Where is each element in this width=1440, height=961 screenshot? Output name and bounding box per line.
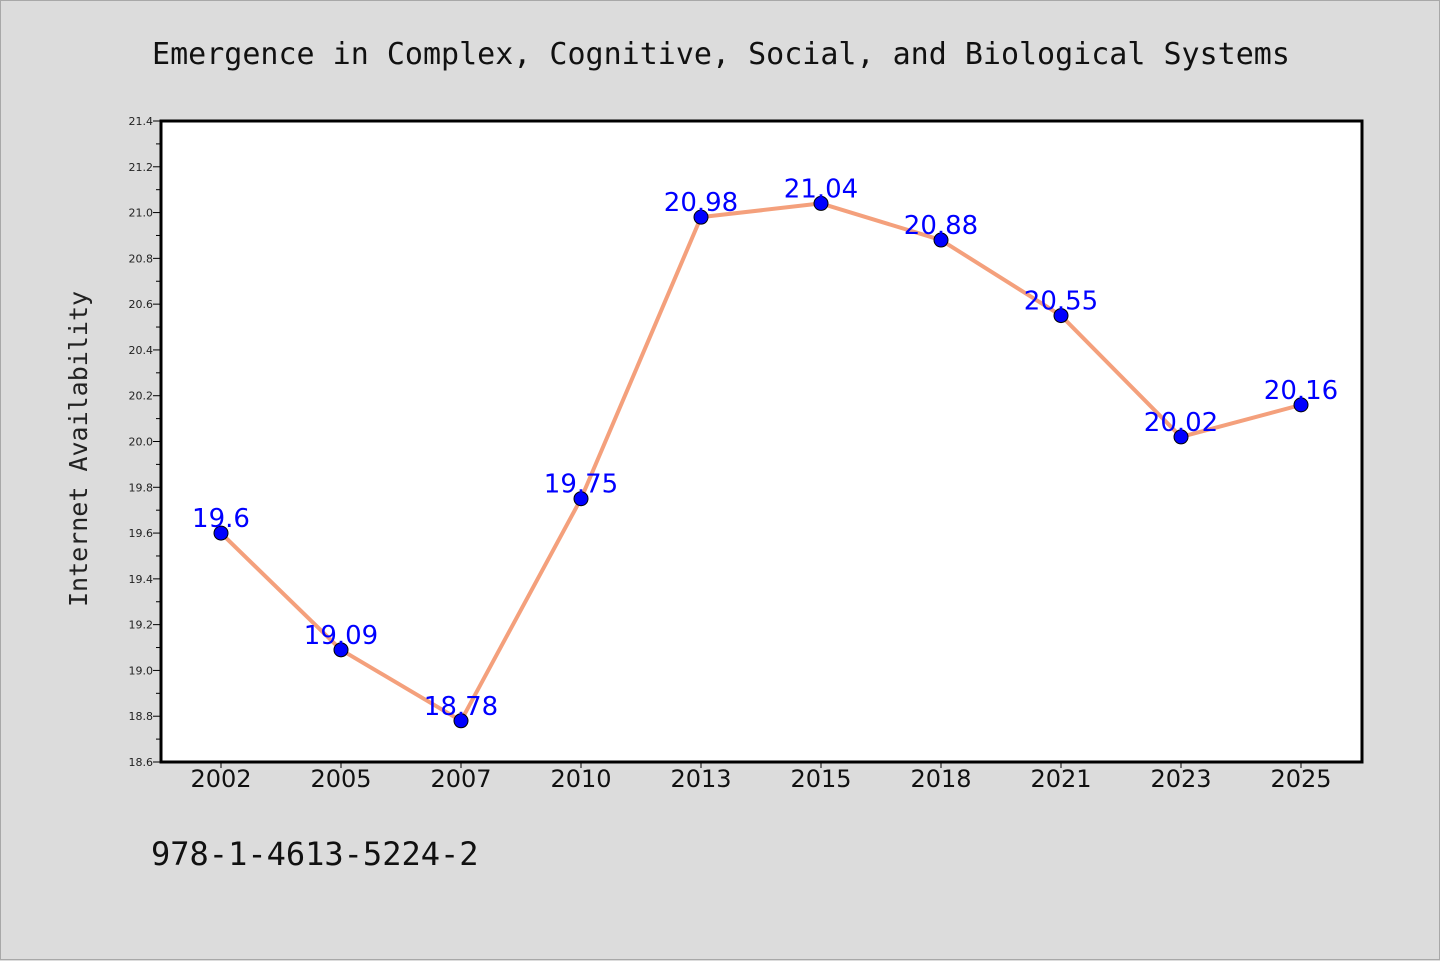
x-tick-label: 2021	[1030, 765, 1091, 793]
data-point-marker	[1293, 397, 1309, 413]
y-tick-label: 19.4	[129, 573, 154, 586]
data-label: 21.04	[784, 174, 858, 204]
data-point-marker	[1173, 429, 1189, 445]
data-label: 18.78	[424, 692, 498, 722]
data-point-marker	[573, 491, 589, 507]
data-label: 20.16	[1264, 376, 1338, 406]
data-label: 20.55	[1024, 287, 1098, 317]
y-tick-label: 21.4	[129, 115, 154, 128]
data-point-marker	[813, 195, 829, 211]
x-tick-label: 2015	[790, 765, 851, 793]
data-labels: 19.6 19.09 18.78 19.75 20.98 21.04 20.88 20.55 2…	[192, 174, 1338, 721]
y-tick-label: 19.6	[129, 527, 154, 540]
x-tick-label: 2025	[1270, 765, 1331, 793]
y-tick-label: 21.0	[129, 207, 154, 220]
data-label: 19.09	[304, 621, 378, 651]
data-point-marker	[453, 713, 469, 729]
x-tick-label: 2010	[550, 765, 611, 793]
data-label: 20.88	[904, 211, 978, 241]
data-point-marker	[213, 525, 229, 541]
data-point-marker	[1053, 308, 1069, 324]
y-tick-label: 19.0	[129, 664, 154, 677]
x-tick-label: 2007	[430, 765, 491, 793]
y-axis-ticks: 18.6 18.8 19.0 19.2 19.4 19.6 19.8 20.0 20.2 20.4…	[129, 115, 161, 769]
y-tick-label: 19.8	[129, 481, 154, 494]
data-label: 19.75	[544, 470, 618, 500]
y-tick-label: 21.2	[129, 161, 154, 174]
data-label: 19.6	[192, 504, 250, 534]
y-tick-label: 18.8	[129, 710, 154, 723]
y-axis-label: Internet Availability	[64, 291, 93, 607]
data-markers	[213, 195, 1309, 729]
x-tick-label: 2023	[1150, 765, 1211, 793]
x-axis-ticks: 2002 2005 2007 2010 2013 2015 2018 2021 2023 2025	[190, 762, 1332, 793]
y-tick-label: 18.6	[129, 756, 154, 769]
x-tick-label: 2005	[310, 765, 371, 793]
series-line	[219, 201, 1303, 723]
data-point-marker	[933, 232, 949, 248]
y-tick-label: 20.4	[129, 344, 154, 357]
isbn-footer: 978-1-4613-5224-2	[151, 835, 479, 873]
data-label: 20.02	[1144, 408, 1218, 438]
y-tick-label: 20.0	[129, 436, 154, 449]
x-tick-label: 2002	[190, 765, 251, 793]
chart-title: Emergence in Complex, Cognitive, Social,…	[152, 37, 1290, 72]
series-line-group	[219, 201, 1303, 723]
y-tick-label: 20.2	[129, 390, 154, 403]
x-tick-label: 2013	[670, 765, 731, 793]
x-tick-label: 2018	[910, 765, 971, 793]
y-tick-label: 20.8	[129, 252, 154, 265]
data-label: 20.98	[664, 188, 738, 218]
y-tick-label: 19.2	[129, 619, 154, 632]
data-point-marker	[333, 642, 349, 658]
data-point-marker	[693, 209, 709, 225]
y-tick-label: 20.6	[129, 298, 154, 311]
plot-area	[159, 119, 1364, 764]
